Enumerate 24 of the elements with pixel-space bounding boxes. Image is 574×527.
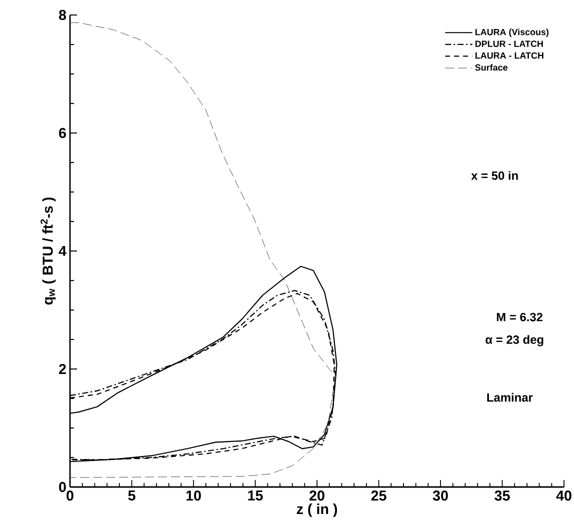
x-tick-label: 40	[556, 490, 572, 501]
y-tick-label: 2	[59, 364, 66, 374]
annotation: x = 50 in	[471, 171, 518, 180]
x-tick-label: 30	[432, 490, 448, 501]
y-axis-title: q$_{w}$ ( BTU / ft$^{2}$-s )	[40, 198, 56, 305]
y-tick-label: 0	[59, 482, 66, 492]
legend-label: Surface	[475, 64, 508, 71]
x-tick-label: 15	[248, 490, 263, 501]
x-tick-label: 5	[128, 490, 136, 501]
annotation: α = 23 deg	[486, 335, 544, 346]
x-tick-label: 10	[186, 490, 201, 501]
x-tick-label: 25	[371, 490, 386, 501]
legend-label: LAURA - LATCH	[475, 52, 544, 59]
x-tick-label: 20	[310, 490, 324, 501]
y-tick-label: 4	[58, 246, 66, 256]
x-tick-label: 35	[494, 490, 510, 501]
y-tick-label: 8	[58, 10, 66, 20]
legend-label: DPLUR - LATCH	[475, 40, 543, 47]
y-tick-label: 6	[59, 128, 66, 138]
annotation: M = 6.32	[496, 312, 542, 322]
annotation: Laminar	[487, 392, 533, 402]
x-tick-label: 0	[66, 490, 74, 501]
legend-label: LAURA (Viscous)	[475, 28, 548, 37]
x-axis-title: z ( in )	[296, 504, 337, 517]
